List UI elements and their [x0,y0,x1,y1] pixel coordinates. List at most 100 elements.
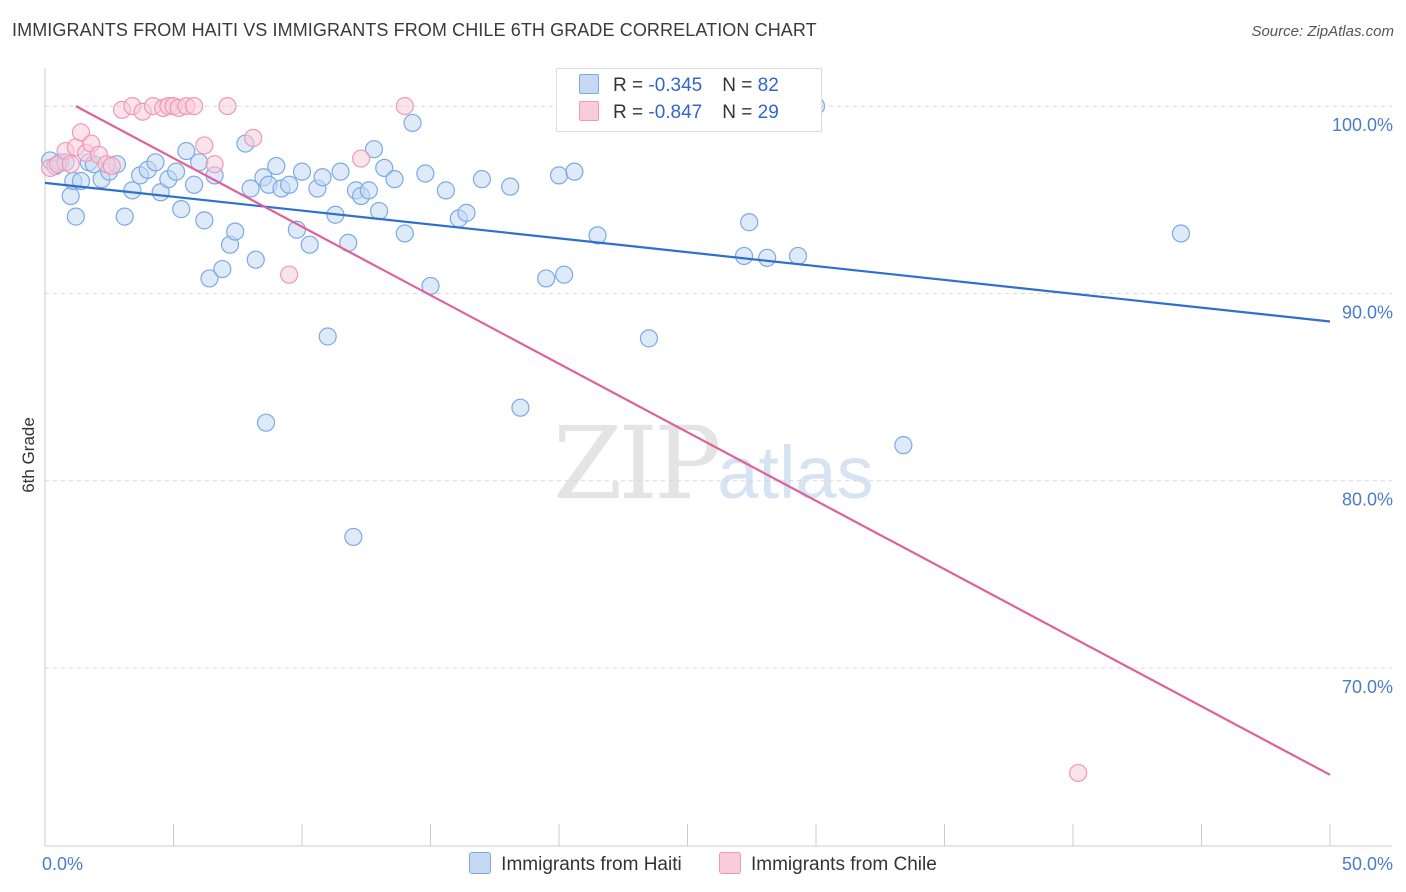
haiti-point [213,259,232,279]
y-tick-label: 70.0% [1342,677,1393,697]
chile-point [244,128,263,148]
haiti-point [123,181,142,200]
haiti-point [300,235,319,254]
haiti-point [280,175,299,194]
legend-n-value-haiti: 82 [757,75,779,96]
haiti-point [200,269,219,288]
series-legend: Immigrants from Haiti Immigrants from Ch… [0,852,1406,876]
haiti-point [1171,224,1191,243]
haiti-point [375,158,394,178]
watermark-atlas: atlas [717,431,874,514]
chile-point [102,156,121,176]
y-tick-label: 80.0% [1342,490,1393,510]
legend-n-label: N = [722,102,758,123]
haiti-point [472,170,491,189]
x-tick-label: 0.0% [42,854,83,874]
y-tick-label: 90.0% [1342,302,1393,322]
haiti-point [370,201,389,221]
correlation-legend: R = -0.345 N = 82 R = -0.847 N = 29 [556,68,822,132]
haiti-point [385,170,404,189]
legend-n-value-chile: 29 [757,102,779,123]
haiti-point [537,269,556,288]
haiti-point [639,329,659,348]
haiti-point [395,224,414,243]
haiti-point [172,200,191,219]
haiti-point [241,179,260,198]
legend-row-haiti: R = -0.345 N = 82 [579,74,779,100]
chile-point [395,96,414,116]
haiti-point [166,162,186,181]
tick-labels: 70.0% 80.0% 90.0% 100.0% 0.0% 50.0% [42,115,1393,874]
legend-swatch-haiti [579,74,599,94]
haiti-point [403,113,422,133]
haiti-point [313,168,332,187]
haiti-point [292,162,312,181]
haiti-point [177,141,196,161]
legend-swatch-chile [718,852,741,874]
legend-swatch-chile [579,101,599,121]
haiti-point [146,153,165,172]
haiti-point [226,222,245,241]
haiti-point [740,213,759,232]
legend-r-label: R = [613,102,649,123]
haiti-point [364,140,384,159]
haiti-point [267,156,286,176]
legend-item-chile[interactable]: Immigrants from Chile [718,852,937,876]
trend-lines [44,105,1331,776]
series-chile-points [41,96,1088,783]
haiti-point [894,436,913,455]
haiti-point [359,181,378,200]
haiti-point [344,527,363,547]
haiti-point [549,166,569,185]
y-tick-label: 100.0% [1332,115,1393,135]
haiti-point [246,250,265,269]
haiti-point [61,186,80,206]
haiti-point [331,162,350,181]
chile-point [205,155,224,174]
legend-label-haiti: Immigrants from Haiti [501,854,682,875]
legend-r-label: R = [613,75,649,96]
chart-source: Source: ZipAtlas.com [1251,23,1394,40]
chile-point [1069,763,1088,783]
axes [44,68,1392,847]
watermark-zip: ZIP [553,405,721,522]
legend-n-label: N = [722,75,758,96]
haiti-point [511,398,530,417]
legend-label-chile: Immigrants from Chile [750,854,937,875]
haiti-point [318,327,337,346]
chile-point [61,155,80,174]
chart-title: IMMIGRANTS FROM HAITI VS IMMIGRANTS FROM… [12,20,817,40]
chile-point [280,265,299,284]
haiti-point [66,207,85,226]
haiti-point [501,177,520,196]
haiti-point [565,162,584,181]
legend-swatch-haiti [469,852,492,874]
haiti-point [256,413,276,432]
series-haiti-points [41,96,1191,547]
haiti-point [788,246,808,266]
haiti-point [555,265,574,284]
haiti-point [416,164,435,183]
chile-point [195,136,214,155]
chile-point [352,149,371,168]
haiti-point [457,203,476,222]
trend-line-haiti [44,181,1331,323]
chile-point [71,123,91,142]
haiti-point [115,207,134,226]
y-axis-label: 6th Grade [19,417,38,493]
haiti-point [588,226,607,245]
haiti-point [195,211,214,230]
chile-point [218,96,237,116]
trend-line-chile [75,105,1331,776]
legend-row-chile: R = -0.847 N = 29 [579,101,779,127]
x-tick-label: 50.0% [1342,854,1393,874]
legend-r-value-haiti: -0.345 [648,75,703,96]
haiti-point [758,248,777,267]
watermark: ZIPatlas [553,405,874,522]
haiti-point [436,181,456,200]
haiti-point [734,246,754,266]
haiti-point [184,175,204,194]
legend-r-value-chile: -0.847 [648,102,703,123]
legend-item-haiti[interactable]: Immigrants from Haiti [469,852,682,876]
